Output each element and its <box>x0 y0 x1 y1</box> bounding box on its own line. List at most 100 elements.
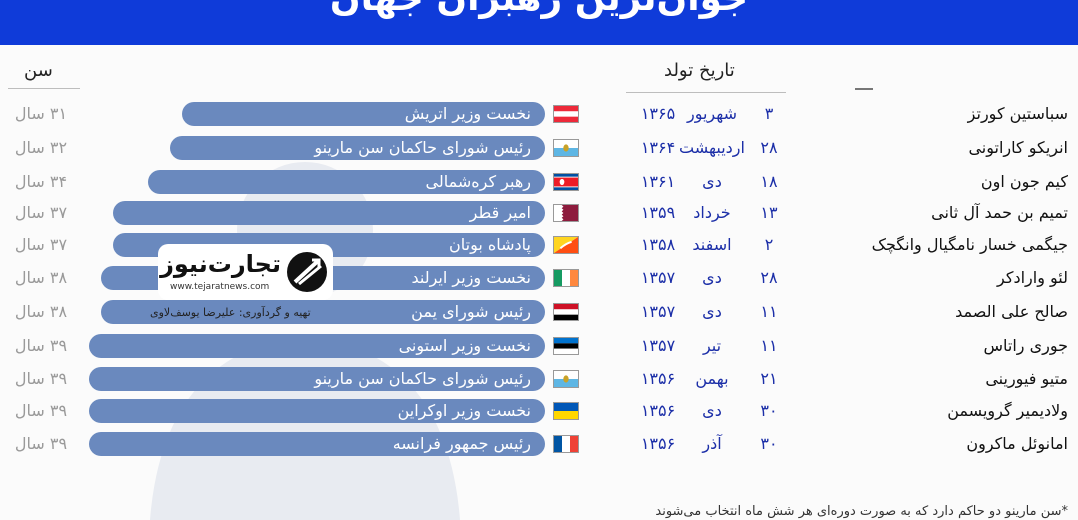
role-pill: نخست وزیر اتریش <box>182 102 545 126</box>
leader-name: تمیم بن حمد آل ثانی <box>931 203 1068 222</box>
yemen-flag <box>553 303 579 321</box>
leader-name: جیگمی خسار نامگیال وانگچک <box>871 235 1068 254</box>
birth-day: ۱۳ <box>760 203 778 222</box>
role-pill: نخست وزیر استونی <box>89 334 545 358</box>
birth-month: بهمن <box>695 369 729 388</box>
birth-month: خرداد <box>693 203 731 222</box>
birth-year: ۱۳۵۶ <box>640 434 676 453</box>
leader-age: ۳۹ سال <box>14 401 68 420</box>
leader-name: جوری راتاس <box>983 336 1068 355</box>
estonia-flag <box>553 337 579 355</box>
leader-role: نخست وزیر اوکراین <box>397 401 531 420</box>
birth-year: ۱۳۵۶ <box>640 369 676 388</box>
leader-age: ۳۷ سال <box>14 203 68 222</box>
birth-day: ۱۱ <box>760 336 778 355</box>
leader-row: متیو فیورینی ۲۱ بهمن ۱۳۵۶ رئیس شورای حاکمان … <box>0 367 1078 391</box>
leader-role: رئیس شورای یمن <box>411 302 531 321</box>
brand-name: تجارت‌نیوز <box>160 250 281 278</box>
birth-date-header-underline <box>626 92 786 93</box>
birth-day: ۳ <box>764 104 774 123</box>
footnote: *سن مارینو دو حاکم دارد که به صورت دوره‌… <box>655 504 1068 519</box>
role-pill: رئیس شورای حاکمان سن مارینو <box>170 136 545 160</box>
birth-year: ۱۳۵۷ <box>640 302 676 321</box>
leader-row: کیم جون اون ۱۸ دی ۱۳۶۱ رهبر کره‌شمالی ۳۴ سال <box>0 170 1078 194</box>
leader-age: ۳۸ سال <box>14 268 68 287</box>
leader-row: صالح علی الصمد ۱۱ دی ۱۳۵۷ رئیس شورای یمن ۳۸ س… <box>0 300 1078 324</box>
header-bar: جوان‌ترین رهبران جهان <box>0 0 1078 45</box>
leader-role: رئیس شورای حاکمان سن مارینو <box>314 138 531 157</box>
birth-month: اردیبهشت <box>679 138 745 157</box>
leader-age: ۳۲ سال <box>14 138 68 157</box>
france-flag <box>553 435 579 453</box>
austria-flag <box>553 105 579 123</box>
birth-day: ۳۰ <box>760 401 778 420</box>
birth-year: ۱۳۵۸ <box>640 235 676 254</box>
age-header-underline <box>8 88 80 89</box>
birth-date-column-header: تاریخ تولد <box>664 60 735 81</box>
leader-row: امانوئل ماکرون ۳۰ آذر ۱۳۵۶ رئیس جمهور فرانسه… <box>0 432 1078 456</box>
birth-day: ۲۸ <box>760 268 778 287</box>
leader-role: رئیس شورای حاکمان سن مارینو <box>314 369 531 388</box>
birth-year: ۱۳۵۷ <box>640 268 676 287</box>
leader-name: انریکو کاراتونی <box>968 138 1068 157</box>
leader-age: ۳۹ سال <box>14 369 68 388</box>
credit-line: تهیه و گردآوری: علیرضا یوسف‌لاوی <box>150 306 311 319</box>
leader-name: ولادیمیر گرویسمن <box>947 401 1068 420</box>
names-header-mark <box>855 88 873 90</box>
age-column-header: سن <box>24 60 53 81</box>
birth-month: اسفند <box>692 235 732 254</box>
birth-year: ۱۳۵۶ <box>640 401 676 420</box>
leader-name: متیو فیورینی <box>985 369 1068 388</box>
birth-month: تیر <box>702 336 722 355</box>
leader-row: جوری راتاس ۱۱ تیر ۱۳۵۷ نخست وزیر استونی ۳۹ سا… <box>0 334 1078 358</box>
leader-role: پادشاه بوتان <box>449 235 531 254</box>
leader-age: ۳۱ سال <box>14 104 68 123</box>
birth-day: ۱۸ <box>760 172 778 191</box>
bhutan-flag <box>553 236 579 254</box>
ireland-flag <box>553 269 579 287</box>
leader-name: سباستین کورتز <box>967 104 1068 123</box>
leader-row: سباستین کورتز ۳ شهریور ۱۳۶۵ نخست وزیر اتریش ۳… <box>0 102 1078 126</box>
leader-age: ۳۷ سال <box>14 235 68 254</box>
leader-role: امیر قطر <box>469 203 531 222</box>
leader-age: ۳۹ سال <box>14 336 68 355</box>
brand-logo-icon <box>287 252 327 292</box>
brand-logo: تجارت‌نیوز www.tejaratnews.com <box>158 244 333 300</box>
san-marino-flag <box>553 139 579 157</box>
leader-row: تمیم بن حمد آل ثانی ۱۳ خرداد ۱۳۵۹ امیر قطر ۳۷… <box>0 201 1078 225</box>
birth-year: ۱۳۶۴ <box>640 138 676 157</box>
person-silhouette-watermark <box>150 162 460 520</box>
birth-year: ۱۳۵۹ <box>640 203 676 222</box>
leader-name: امانوئل ماکرون <box>966 434 1068 453</box>
leader-role: رئیس جمهور فرانسه <box>392 434 531 453</box>
birth-day: ۲ <box>764 235 774 254</box>
birth-month: دی <box>702 302 722 321</box>
role-pill: رئیس شورای یمن <box>101 300 545 324</box>
birth-month: آذر <box>702 434 722 453</box>
role-pill: نخست وزیر اوکراین <box>89 399 545 423</box>
birth-day: ۲۱ <box>760 369 778 388</box>
birth-year: ۱۳۶۵ <box>640 104 676 123</box>
birth-day: ۳۰ <box>760 434 778 453</box>
san-marino-flag <box>553 370 579 388</box>
leader-name: لئو وارادکر <box>997 268 1068 287</box>
leader-role: نخست وزیر اتریش <box>404 104 531 123</box>
birth-month: دی <box>702 268 722 287</box>
leader-age: ۳۴ سال <box>14 172 68 191</box>
leader-role: رهبر کره‌شمالی <box>425 172 531 191</box>
leader-age: ۳۹ سال <box>14 434 68 453</box>
page-title: جوان‌ترین رهبران جهان <box>0 0 1078 19</box>
birth-day: ۱۱ <box>760 302 778 321</box>
birth-year: ۱۳۵۷ <box>640 336 676 355</box>
role-pill: رئیس شورای حاکمان سن مارینو <box>89 367 545 391</box>
qatar-flag <box>553 204 579 222</box>
birth-day: ۲۸ <box>760 138 778 157</box>
role-pill: امیر قطر <box>113 201 545 225</box>
birth-year: ۱۳۶۱ <box>640 172 676 191</box>
leader-row: ولادیمیر گرویسمن ۳۰ دی ۱۳۵۶ نخست وزیر اوکرای… <box>0 399 1078 423</box>
leader-role: نخست وزیر استونی <box>398 336 531 355</box>
birth-month: شهریور <box>686 104 738 123</box>
leader-row: انریکو کاراتونی ۲۸ اردیبهشت ۱۳۶۴ رئیس شورای … <box>0 136 1078 160</box>
role-pill: رهبر کره‌شمالی <box>148 170 545 194</box>
leader-name: کیم جون اون <box>980 172 1068 191</box>
